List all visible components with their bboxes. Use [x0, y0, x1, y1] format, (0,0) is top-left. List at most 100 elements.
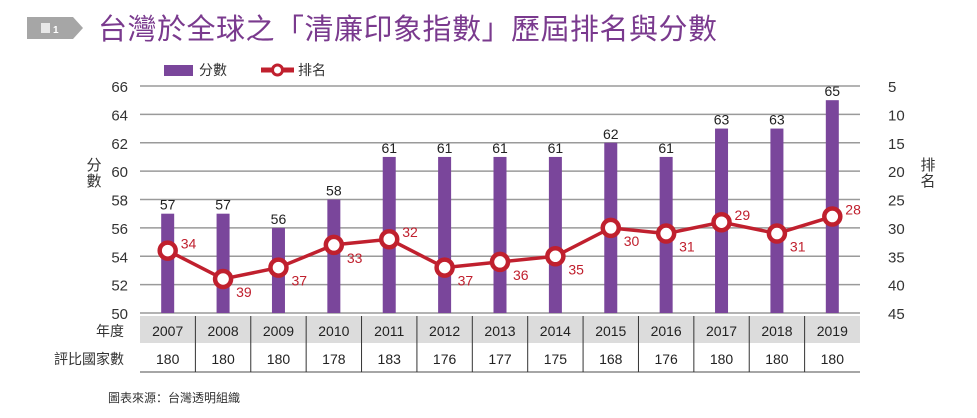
table-country-count: 180 [211, 351, 235, 367]
y-tick-label: 50 [111, 306, 128, 323]
y2-tick-label: 20 [888, 164, 905, 181]
rank-point [378, 228, 400, 250]
y-axis-label-rank: 排名 [920, 157, 936, 190]
table-header-bg [140, 316, 860, 343]
y2-tick-label: 5 [888, 79, 896, 96]
x-category-label: 2018 [761, 323, 792, 339]
table-country-count: 183 [378, 351, 402, 367]
bar-score [493, 156, 507, 313]
bar-score [438, 156, 452, 313]
table-country-count: 177 [488, 351, 512, 367]
bar-value-label: 63 [769, 112, 785, 128]
x-category-label: 2010 [318, 323, 349, 339]
table-country-count: 180 [267, 351, 291, 367]
table-row-label-countries: 評比國家數 [54, 351, 124, 367]
legend-swatch-rank [261, 63, 294, 77]
rank-point [711, 211, 732, 233]
y2-tick-label: 25 [888, 193, 905, 210]
y-tick-label: 62 [111, 136, 128, 153]
x-category-label: 2009 [263, 323, 294, 339]
x-category-label: 2012 [429, 323, 460, 339]
bar-value-label: 61 [548, 140, 564, 156]
rank-point [545, 246, 566, 267]
table-country-count: 168 [599, 351, 623, 367]
bar-value-label: 65 [825, 83, 841, 99]
legend: 分數 排名 [164, 60, 326, 80]
rank-point [434, 257, 455, 278]
bar-value-label: 58 [326, 183, 342, 199]
x-category-label: 2011 [374, 323, 404, 339]
y-tick-label: 66 [111, 79, 128, 96]
rank-point [268, 257, 289, 278]
y2-tick-label: 35 [888, 249, 905, 266]
rank-point [489, 251, 511, 273]
table-country-count: 180 [156, 351, 180, 367]
table-country-count: 178 [322, 351, 346, 367]
bar-value-label: 61 [658, 140, 674, 156]
x-category-label: 2016 [651, 323, 682, 339]
rank-value-label: 35 [568, 261, 584, 277]
y2-tick-label: 30 [888, 221, 905, 238]
table-row-label-year: 年度 [96, 323, 124, 339]
bar-score [548, 156, 562, 313]
y-axis-label-score: 分數 [86, 157, 102, 190]
legend-label-rank: 排名 [298, 62, 326, 78]
table-country-count: 176 [433, 351, 457, 367]
rank-point [822, 206, 843, 227]
rank-value-label: 31 [679, 239, 695, 255]
y2-tick-label: 40 [888, 278, 905, 295]
table-country-count: 176 [654, 351, 678, 367]
rank-point [600, 217, 622, 239]
bar-value-label: 61 [381, 140, 397, 156]
chart-title: 台灣於全球之「清廉印象指數」歷屆排名與分數 [98, 12, 718, 46]
legend-label-score: 分數 [199, 62, 227, 78]
legend-swatch-score [164, 64, 193, 76]
table-country-count: 180 [765, 351, 789, 367]
table-country-count: 175 [544, 351, 568, 367]
figure-badge: 1 [27, 17, 83, 39]
bar-value-label: 62 [603, 126, 619, 142]
y-tick-label: 64 [111, 107, 128, 124]
rank-value-label: 33 [347, 250, 363, 266]
rank-point [212, 268, 234, 290]
rank-value-label: 31 [790, 239, 806, 255]
rank-point [766, 223, 788, 244]
y2-tick-label: 15 [888, 136, 905, 153]
x-category-label: 2014 [540, 323, 571, 339]
bar-score [161, 213, 175, 313]
x-category-label: 2019 [817, 323, 848, 339]
y2-tick-label: 10 [888, 107, 905, 124]
bar-value-label: 61 [492, 140, 508, 156]
x-category-label: 2007 [152, 323, 183, 339]
bar-value-label: 63 [714, 112, 730, 128]
rank-value-label: 32 [402, 224, 418, 240]
x-category-label: 2013 [484, 323, 515, 339]
bar-value-label: 57 [215, 197, 231, 213]
rank-value-label: 29 [735, 207, 751, 223]
rank-value-label: 28 [845, 202, 861, 218]
bar-score [216, 213, 230, 313]
x-category-label: 2015 [595, 323, 626, 339]
y-tick-label: 58 [111, 193, 128, 210]
figure-badge-text: 1 [53, 25, 59, 36]
table-country-count: 180 [821, 351, 845, 367]
x-category-label: 2008 [207, 323, 238, 339]
chart-source: 圖表來源：台灣透明組織 [108, 391, 241, 405]
bar-value-label: 56 [271, 211, 287, 227]
rank-point [323, 234, 345, 256]
rank-value-label: 36 [513, 267, 529, 283]
rank-value-label: 39 [236, 284, 252, 300]
y-tick-label: 60 [111, 164, 128, 181]
x-category-label: 2017 [706, 323, 737, 339]
y-tick-label: 52 [111, 278, 128, 295]
table-country-count: 180 [710, 351, 734, 367]
rank-point [655, 223, 677, 244]
rank-point [157, 240, 178, 261]
rank-value-label: 37 [291, 273, 307, 289]
rank-value-label: 37 [458, 273, 474, 289]
rank-value-label: 30 [624, 233, 640, 249]
bar-value-label: 57 [160, 197, 176, 213]
bar-score [327, 199, 341, 313]
rank-value-label: 34 [181, 236, 197, 252]
